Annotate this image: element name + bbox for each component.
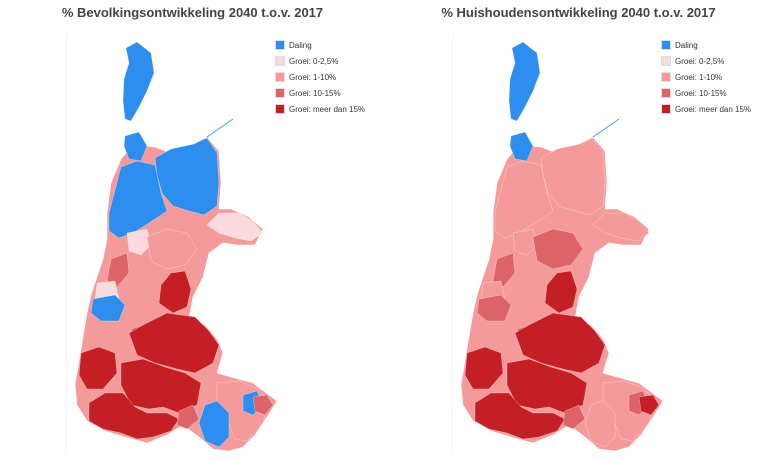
legend-label: Daling (675, 40, 698, 50)
legend-swatch (275, 104, 285, 114)
region-alkmaar[interactable] (544, 270, 578, 314)
legend-label: Groei: 10-15% (289, 88, 341, 98)
legend-label: Groei: 0-2,5% (289, 56, 339, 66)
region-hilversum[interactable] (198, 400, 230, 448)
region-haarlemmermeer[interactable] (88, 392, 180, 440)
legend-label: Groei: 1-10% (289, 72, 337, 82)
legend-swatch (661, 40, 671, 50)
legend-label: Groei: 0-2,5% (675, 56, 725, 66)
region-north-coast-mid[interactable] (532, 228, 584, 270)
legend-swatch (275, 88, 285, 98)
map-panel-population: % Bevolkingsontwikkeling 2040 t.o.v. 201… (0, 0, 385, 459)
region-mid-west[interactable] (106, 252, 130, 288)
region-north-coast-mid[interactable] (146, 228, 198, 270)
region-zaanstreek[interactable] (128, 312, 220, 374)
legend-label: Groei: meer dan 15% (675, 104, 752, 114)
region-north-east[interactable] (540, 137, 606, 216)
region-zaanstreek[interactable] (514, 312, 606, 374)
legend-label: Groei: 10-15% (675, 88, 727, 98)
region-texel[interactable] (122, 41, 155, 122)
region-west-friesland[interactable] (206, 212, 264, 242)
map-canvas[interactable]: Daling Groei: 0-2,5% Groei: 1-10% Groei:… (452, 33, 758, 453)
legend-swatch (275, 40, 285, 50)
region-north-east[interactable] (154, 137, 220, 216)
map-legend: Daling Groei: 0-2,5% Groei: 1-10% Groei:… (661, 37, 751, 117)
map-panel-households: % Huishoudensontwikkeling 2040 t.o.v. 20… (386, 0, 771, 459)
region-enkhuizen[interactable] (512, 228, 538, 256)
legend-item-decline[interactable]: Daling (275, 37, 365, 53)
region-north-center[interactable] (108, 160, 168, 239)
map-legend: Daling Groei: 0-2,5% Groei: 1-10% Groei:… (275, 37, 365, 117)
region-amstelveen[interactable] (562, 404, 586, 430)
region-laren[interactable] (638, 394, 660, 416)
legend-label: Daling (289, 40, 312, 50)
legend-swatch (275, 56, 285, 66)
region-west-friesland[interactable] (592, 212, 650, 242)
region-amstelveen[interactable] (176, 404, 200, 430)
legend-label: Groei: 1-10% (675, 72, 723, 82)
region-haarlemmermeer[interactable] (474, 392, 566, 440)
region-haarlem[interactable] (78, 346, 118, 390)
legend-swatch (661, 104, 671, 114)
legend-label: Groei: meer dan 15% (289, 104, 366, 114)
region-den-helder[interactable] (509, 131, 534, 162)
legend-item-growth-10-15[interactable]: Groei: 10-15% (661, 85, 751, 101)
leader-line (206, 118, 234, 138)
region-north-center[interactable] (494, 160, 554, 239)
legend-item-growth-1-10[interactable]: Groei: 1-10% (661, 69, 751, 85)
region-mid-west[interactable] (492, 252, 516, 288)
choropleth-map[interactable] (67, 33, 372, 453)
region-west-coast-b[interactable] (476, 294, 512, 322)
legend-item-growth-10-15[interactable]: Groei: 10-15% (275, 85, 365, 101)
legend-item-growth-15-plus[interactable]: Groei: meer dan 15% (275, 101, 365, 117)
choropleth-map[interactable] (453, 33, 758, 453)
region-hilversum[interactable] (584, 400, 616, 448)
region-den-helder[interactable] (123, 131, 148, 162)
region-alkmaar[interactable] (158, 270, 192, 314)
legend-item-growth-1-10[interactable]: Groei: 1-10% (275, 69, 365, 85)
legend-swatch (661, 56, 671, 66)
region-west-coast-b[interactable] (90, 294, 126, 322)
region-enkhuizen[interactable] (126, 228, 152, 256)
region-texel[interactable] (508, 41, 541, 122)
legend-swatch (661, 72, 671, 82)
map-canvas[interactable]: Daling Groei: 0-2,5% Groei: 1-10% Groei:… (66, 33, 372, 453)
legend-item-decline[interactable]: Daling (661, 37, 751, 53)
legend-item-growth-0-2-5[interactable]: Groei: 0-2,5% (661, 53, 751, 69)
legend-item-growth-0-2-5[interactable]: Groei: 0-2,5% (275, 53, 365, 69)
region-laren[interactable] (252, 394, 274, 416)
region-haarlem[interactable] (464, 346, 504, 390)
leader-line (592, 118, 620, 138)
legend-swatch (661, 88, 671, 98)
map-title: % Huishoudensontwikkeling 2040 t.o.v. 20… (441, 5, 716, 20)
map-title: % Bevolkingsontwikkeling 2040 t.o.v. 201… (61, 5, 324, 20)
legend-item-growth-15-plus[interactable]: Groei: meer dan 15% (661, 101, 751, 117)
legend-swatch (275, 72, 285, 82)
